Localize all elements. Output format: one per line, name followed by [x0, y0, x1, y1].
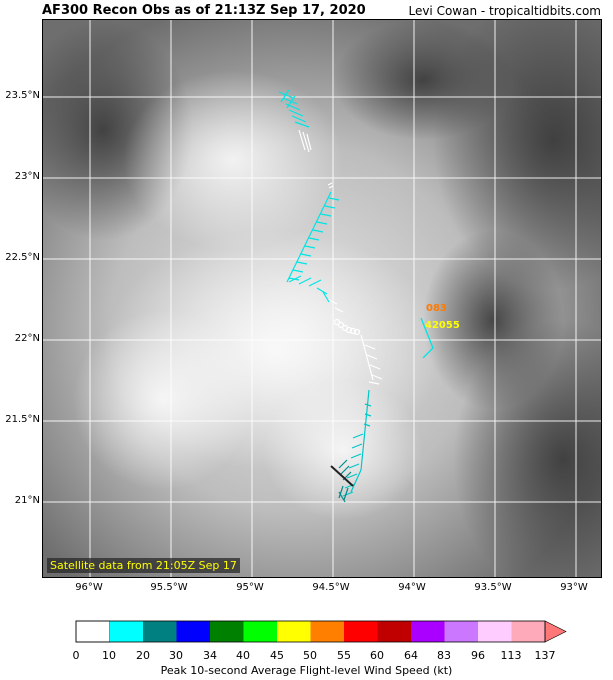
colorbar-tick: 96	[471, 649, 485, 662]
buoy-wind-barb	[420, 317, 434, 359]
satellite-imagery	[43, 20, 601, 577]
colorbar-tick: 137	[534, 649, 556, 662]
colorbar-tick: 64	[404, 649, 418, 662]
lat-label-21-5: 21.5°N	[5, 414, 40, 425]
map-title: AF300 Recon Obs as of 21:13Z Sep 17, 202…	[42, 3, 366, 18]
lon-label-93: 93°W	[560, 582, 588, 593]
colorbar-title: Peak 10-second Average Flight-level Wind…	[160, 664, 453, 677]
colorbar-tick: 83	[437, 649, 451, 662]
recon-track-middle	[286, 191, 340, 303]
recon-track-north-white	[298, 129, 334, 189]
recon-track-north	[278, 89, 310, 128]
lon-label-95: 95°W	[236, 582, 264, 593]
lon-label-95-5: 95.5°W	[150, 582, 188, 593]
aircraft-icon	[330, 465, 354, 487]
colorbar-tick: 40	[236, 649, 250, 662]
satellite-map[interactable]: 083 42055 Satellite data from 21:05Z Sep…	[42, 19, 602, 578]
lat-label-21: 21°N	[14, 495, 40, 506]
colorbar-tick: 60	[370, 649, 384, 662]
wind-speed-colorbar	[75, 620, 567, 643]
lat-label-23-5: 23.5°N	[5, 90, 40, 101]
lat-label-22: 22°N	[14, 333, 40, 344]
colorbar-tick: 0	[72, 649, 80, 662]
colorbar-tick: 34	[203, 649, 217, 662]
recon-track-south-teal	[338, 459, 352, 503]
lat-label-22-5: 22.5°N	[5, 252, 40, 263]
station-083-label: 083	[426, 303, 447, 314]
colorbar-tick: 45	[270, 649, 284, 662]
lon-label-96: 96°W	[75, 582, 103, 593]
satellite-timestamp: Satellite data from 21:05Z Sep 17	[47, 558, 240, 573]
colorbar-tick: 55	[337, 649, 351, 662]
colorbar-tick: 10	[102, 649, 116, 662]
credit-text: Levi Cowan - tropicaltidbits.com	[408, 4, 601, 18]
lon-label-94: 94°W	[398, 582, 426, 593]
colorbar-tick: 20	[136, 649, 150, 662]
lon-label-94-5: 94.5°W	[312, 582, 350, 593]
recon-track-south	[342, 389, 372, 497]
colorbar-tick: 30	[169, 649, 183, 662]
lon-label-93-5: 93.5°W	[474, 582, 512, 593]
recon-track-eye-white	[328, 299, 383, 385]
colorbar-tick: 50	[303, 649, 317, 662]
station-42055-label: 42055	[425, 320, 460, 331]
colorbar-tick: 113	[500, 649, 522, 662]
lat-label-23: 23°N	[14, 171, 40, 182]
